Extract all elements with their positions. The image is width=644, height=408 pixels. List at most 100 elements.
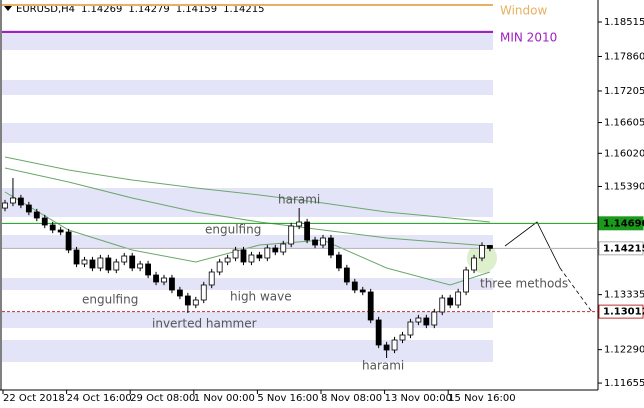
candle-body (447, 297, 454, 306)
zone (2, 188, 493, 217)
y-tick-label: 1.11655 (604, 378, 644, 389)
candle-body (65, 231, 72, 251)
level-name: MIN 2010 (500, 31, 557, 45)
x-tick-label: 13 Nov 00:00 (385, 393, 452, 404)
x-tick-label: 8 Nov 08:00 (321, 393, 382, 404)
candle-body (208, 271, 215, 286)
candle-body (248, 254, 255, 263)
candle-body (89, 259, 96, 269)
candle-body (375, 319, 382, 346)
candle-body (161, 277, 167, 283)
candle-body (232, 249, 239, 259)
candle-body (10, 197, 16, 204)
candle-body (431, 311, 438, 326)
candle-body (487, 245, 493, 249)
candle-body (57, 229, 64, 233)
annotation: three methods (480, 277, 568, 291)
candle-body (280, 243, 287, 253)
candle-body (33, 211, 40, 219)
candle-body (113, 261, 120, 271)
y-tick-label: 1.17860 (604, 51, 644, 62)
annotation: engulfing (82, 293, 138, 307)
candle-body (272, 247, 279, 253)
quote-value: 1.14215 (223, 4, 264, 15)
y-tick-label: 1.15390 (604, 181, 644, 192)
y-tick-label: 1.17205 (604, 86, 644, 97)
candle-body (153, 274, 159, 283)
candle-body (184, 295, 191, 306)
quote-value: 1.14159 (176, 4, 217, 15)
candle-body (256, 254, 263, 259)
chart-header: EURUSD,H4 1.14269 1.14279 1.14159 1.14215 (16, 4, 264, 15)
candle-body (137, 263, 144, 269)
moving-average (4, 191, 491, 286)
candle-body (343, 267, 350, 283)
candle-body (129, 255, 136, 269)
candle-body (25, 204, 32, 213)
candle-body (169, 277, 175, 291)
y-tick-label: 1.12290 (604, 345, 644, 356)
candle-body (73, 249, 80, 265)
candle-body (463, 269, 470, 293)
level-box (598, 216, 644, 231)
candle-body (296, 221, 303, 227)
projection-dashed (559, 267, 593, 313)
y-tick-label: 1.18515 (604, 17, 644, 28)
level-label: 1.14215 (603, 243, 644, 254)
candle-body (423, 317, 430, 326)
candle-body (81, 259, 88, 265)
candle-body (439, 297, 446, 313)
projection-line (504, 221, 561, 269)
candle-body (479, 245, 485, 259)
candle-body (399, 334, 406, 341)
candle-body (17, 197, 24, 206)
candle-body (2, 202, 8, 209)
annotation: engulfing (205, 223, 261, 237)
candle-body (359, 289, 366, 293)
zone (2, 235, 493, 248)
level-label: 1.14690 (603, 218, 644, 229)
candle-body (367, 291, 374, 321)
candle-body (264, 247, 271, 259)
annotation: inverted hammer (152, 317, 257, 331)
candle-body (312, 239, 318, 246)
x-tick-label: 1 Nov 00:00 (194, 393, 255, 404)
candle-body (105, 257, 112, 271)
candle-body (455, 291, 462, 306)
candle-body (121, 255, 128, 263)
annotation: harami (362, 359, 404, 373)
candle-body (415, 317, 422, 323)
zone (2, 123, 493, 143)
candle-body (391, 339, 398, 351)
x-tick-label: 29 Oct 08:00 (130, 393, 195, 404)
candle-body (200, 284, 207, 301)
candle-body (224, 257, 231, 263)
x-tick-label: 15 Nov 16:00 (448, 393, 515, 404)
candle-body (320, 237, 326, 246)
candle-body (383, 344, 390, 351)
y-tick-label: 1.16605 (604, 118, 644, 129)
symbol: EURUSD,H4 (16, 4, 75, 15)
quote-value: 1.14269 (81, 4, 122, 15)
moving-average (4, 167, 490, 247)
level-box (598, 241, 644, 256)
annotation: harami (278, 193, 320, 207)
x-tick-label: 5 Nov 16:00 (257, 393, 318, 404)
zone (2, 278, 493, 290)
candle-body (192, 299, 199, 306)
candle-body (97, 257, 104, 269)
candle-body (41, 217, 48, 226)
level-name: Window (500, 4, 548, 18)
candle-body (176, 289, 183, 297)
x-tick-label: 24 Oct 16:00 (67, 393, 132, 404)
y-tick-label: 1.13335 (604, 290, 644, 301)
candle-body (216, 261, 223, 273)
dropdown-icon[interactable] (4, 6, 12, 11)
annotation: high wave (230, 290, 292, 304)
candle-body (407, 321, 414, 336)
level-box (598, 304, 644, 319)
candle-body (288, 225, 295, 245)
candle-body (351, 281, 358, 291)
quote-value: 1.14279 (128, 4, 169, 15)
